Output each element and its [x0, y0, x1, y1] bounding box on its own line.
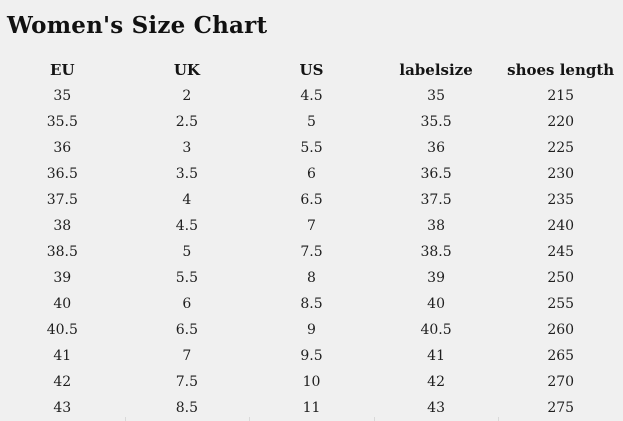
table-cell: 35 — [427, 88, 445, 104]
table-row: 36.5 3.5 6 36.5 230 — [0, 161, 623, 187]
table-cell: 8 — [307, 270, 316, 286]
table-cell: 4.5 — [300, 88, 323, 104]
header-row: EU UK US labelsize shoes length — [0, 57, 623, 83]
table-cell: 9 — [307, 322, 316, 338]
column-header-eu: EU — [50, 61, 75, 79]
table-row: 35 2 4.5 35 215 — [0, 83, 623, 109]
table-cell: 7.5 — [300, 244, 323, 260]
table-cell: 38 — [427, 218, 445, 234]
table-cell: 250 — [547, 270, 575, 286]
table-cell: 240 — [547, 218, 575, 234]
table-cell: 43 — [53, 400, 72, 416]
table-cell: 4.5 — [175, 218, 199, 234]
table-cell: 42 — [53, 374, 72, 390]
table-cell: 35 — [53, 88, 72, 104]
table-cell: 8.5 — [175, 400, 199, 416]
table-cell: 37.5 — [46, 192, 78, 208]
table-cell: 3 — [182, 140, 192, 156]
table-cell: 38.5 — [46, 244, 78, 260]
column-header-uk: UK — [173, 61, 200, 79]
table-row: 36 3 5.5 36 225 — [0, 135, 623, 161]
table-cell: 245 — [547, 244, 575, 260]
table-row: 37.5 4 6.5 37.5 235 — [0, 187, 623, 213]
table-cell: 5 — [307, 114, 316, 130]
table-cell: 42 — [427, 374, 445, 390]
column-header-us: US — [299, 61, 324, 79]
table-cell: 40 — [427, 296, 445, 312]
table-cell: 225 — [547, 140, 575, 156]
table-cell: 235 — [547, 192, 575, 208]
table-cell: 260 — [547, 322, 575, 338]
table-cell: 6.5 — [175, 322, 199, 338]
table-row: 35.5 2.5 5 35.5 220 — [0, 109, 623, 135]
table-cell: 2.5 — [175, 114, 199, 130]
table-cell: 36.5 — [46, 166, 78, 182]
table-cell: 7.5 — [175, 374, 199, 390]
table-cell: 7 — [307, 218, 316, 234]
table-cell: 2 — [182, 88, 192, 104]
table-row: 42 7.5 10 42 270 — [0, 369, 623, 395]
table-cell: 35.5 — [46, 114, 78, 130]
table-row: 43 8.5 11 43 275 — [0, 395, 623, 421]
table-cell: 6 — [307, 166, 316, 182]
table-cell: 43 — [427, 400, 445, 416]
table-row: 40.5 6.5 9 40.5 260 — [0, 317, 623, 343]
table-cell: 270 — [547, 374, 575, 390]
table-row: 41 7 9.5 41 265 — [0, 343, 623, 369]
table-cell: 6.5 — [300, 192, 323, 208]
size-chart-table: EU UK US labelsize shoes length 35 2 4.5 35 215 3… — [0, 57, 623, 421]
table-cell: 5.5 — [300, 140, 323, 156]
column-header-labelsize: labelsize — [399, 61, 473, 79]
table-cell: 39 — [53, 270, 72, 286]
table-cell: 11 — [302, 400, 321, 416]
table-cell: 6 — [182, 296, 192, 312]
size-chart-body: 35 2 4.5 35 215 35.5 2.5 5 35.5 220 36 3 5.5 36 225 36.… — [0, 83, 623, 421]
table-cell: 35.5 — [420, 114, 452, 130]
table-cell: 36.5 — [420, 166, 452, 182]
table-cell: 40.5 — [420, 322, 452, 338]
table-cell: 7 — [182, 348, 192, 364]
table-cell: 36 — [427, 140, 445, 156]
table-cell: 40.5 — [46, 322, 78, 338]
table-cell: 3.5 — [175, 166, 199, 182]
size-chart-header: EU UK US labelsize shoes length — [0, 57, 623, 83]
table-cell: 40 — [53, 296, 72, 312]
table-cell: 38 — [53, 218, 72, 234]
table-cell: 9.5 — [300, 348, 323, 364]
table-row: 38 4.5 7 38 240 — [0, 213, 623, 239]
table-cell: 215 — [547, 88, 575, 104]
table-cell: 220 — [547, 114, 575, 130]
table-cell: 37.5 — [420, 192, 452, 208]
table-cell: 5.5 — [175, 270, 199, 286]
table-cell: 10 — [302, 374, 321, 390]
table-cell: 4 — [182, 192, 192, 208]
table-cell: 255 — [547, 296, 575, 312]
table-cell: 230 — [547, 166, 575, 182]
table-cell: 38.5 — [420, 244, 452, 260]
table-cell: 8.5 — [300, 296, 323, 312]
table-cell: 36 — [53, 140, 72, 156]
table-row: 40 6 8.5 40 255 — [0, 291, 623, 317]
table-cell: 265 — [547, 348, 575, 364]
table-cell: 39 — [427, 270, 445, 286]
table-cell: 41 — [427, 348, 445, 364]
page-title: Women's Size Chart — [7, 12, 268, 39]
table-cell: 5 — [182, 244, 192, 260]
table-row: 38.5 5 7.5 38.5 245 — [0, 239, 623, 265]
column-header-shoes-length: shoes length — [507, 61, 615, 79]
table-row: 39 5.5 8 39 250 — [0, 265, 623, 291]
table-cell: 41 — [53, 348, 72, 364]
table-cell: 275 — [547, 400, 575, 416]
